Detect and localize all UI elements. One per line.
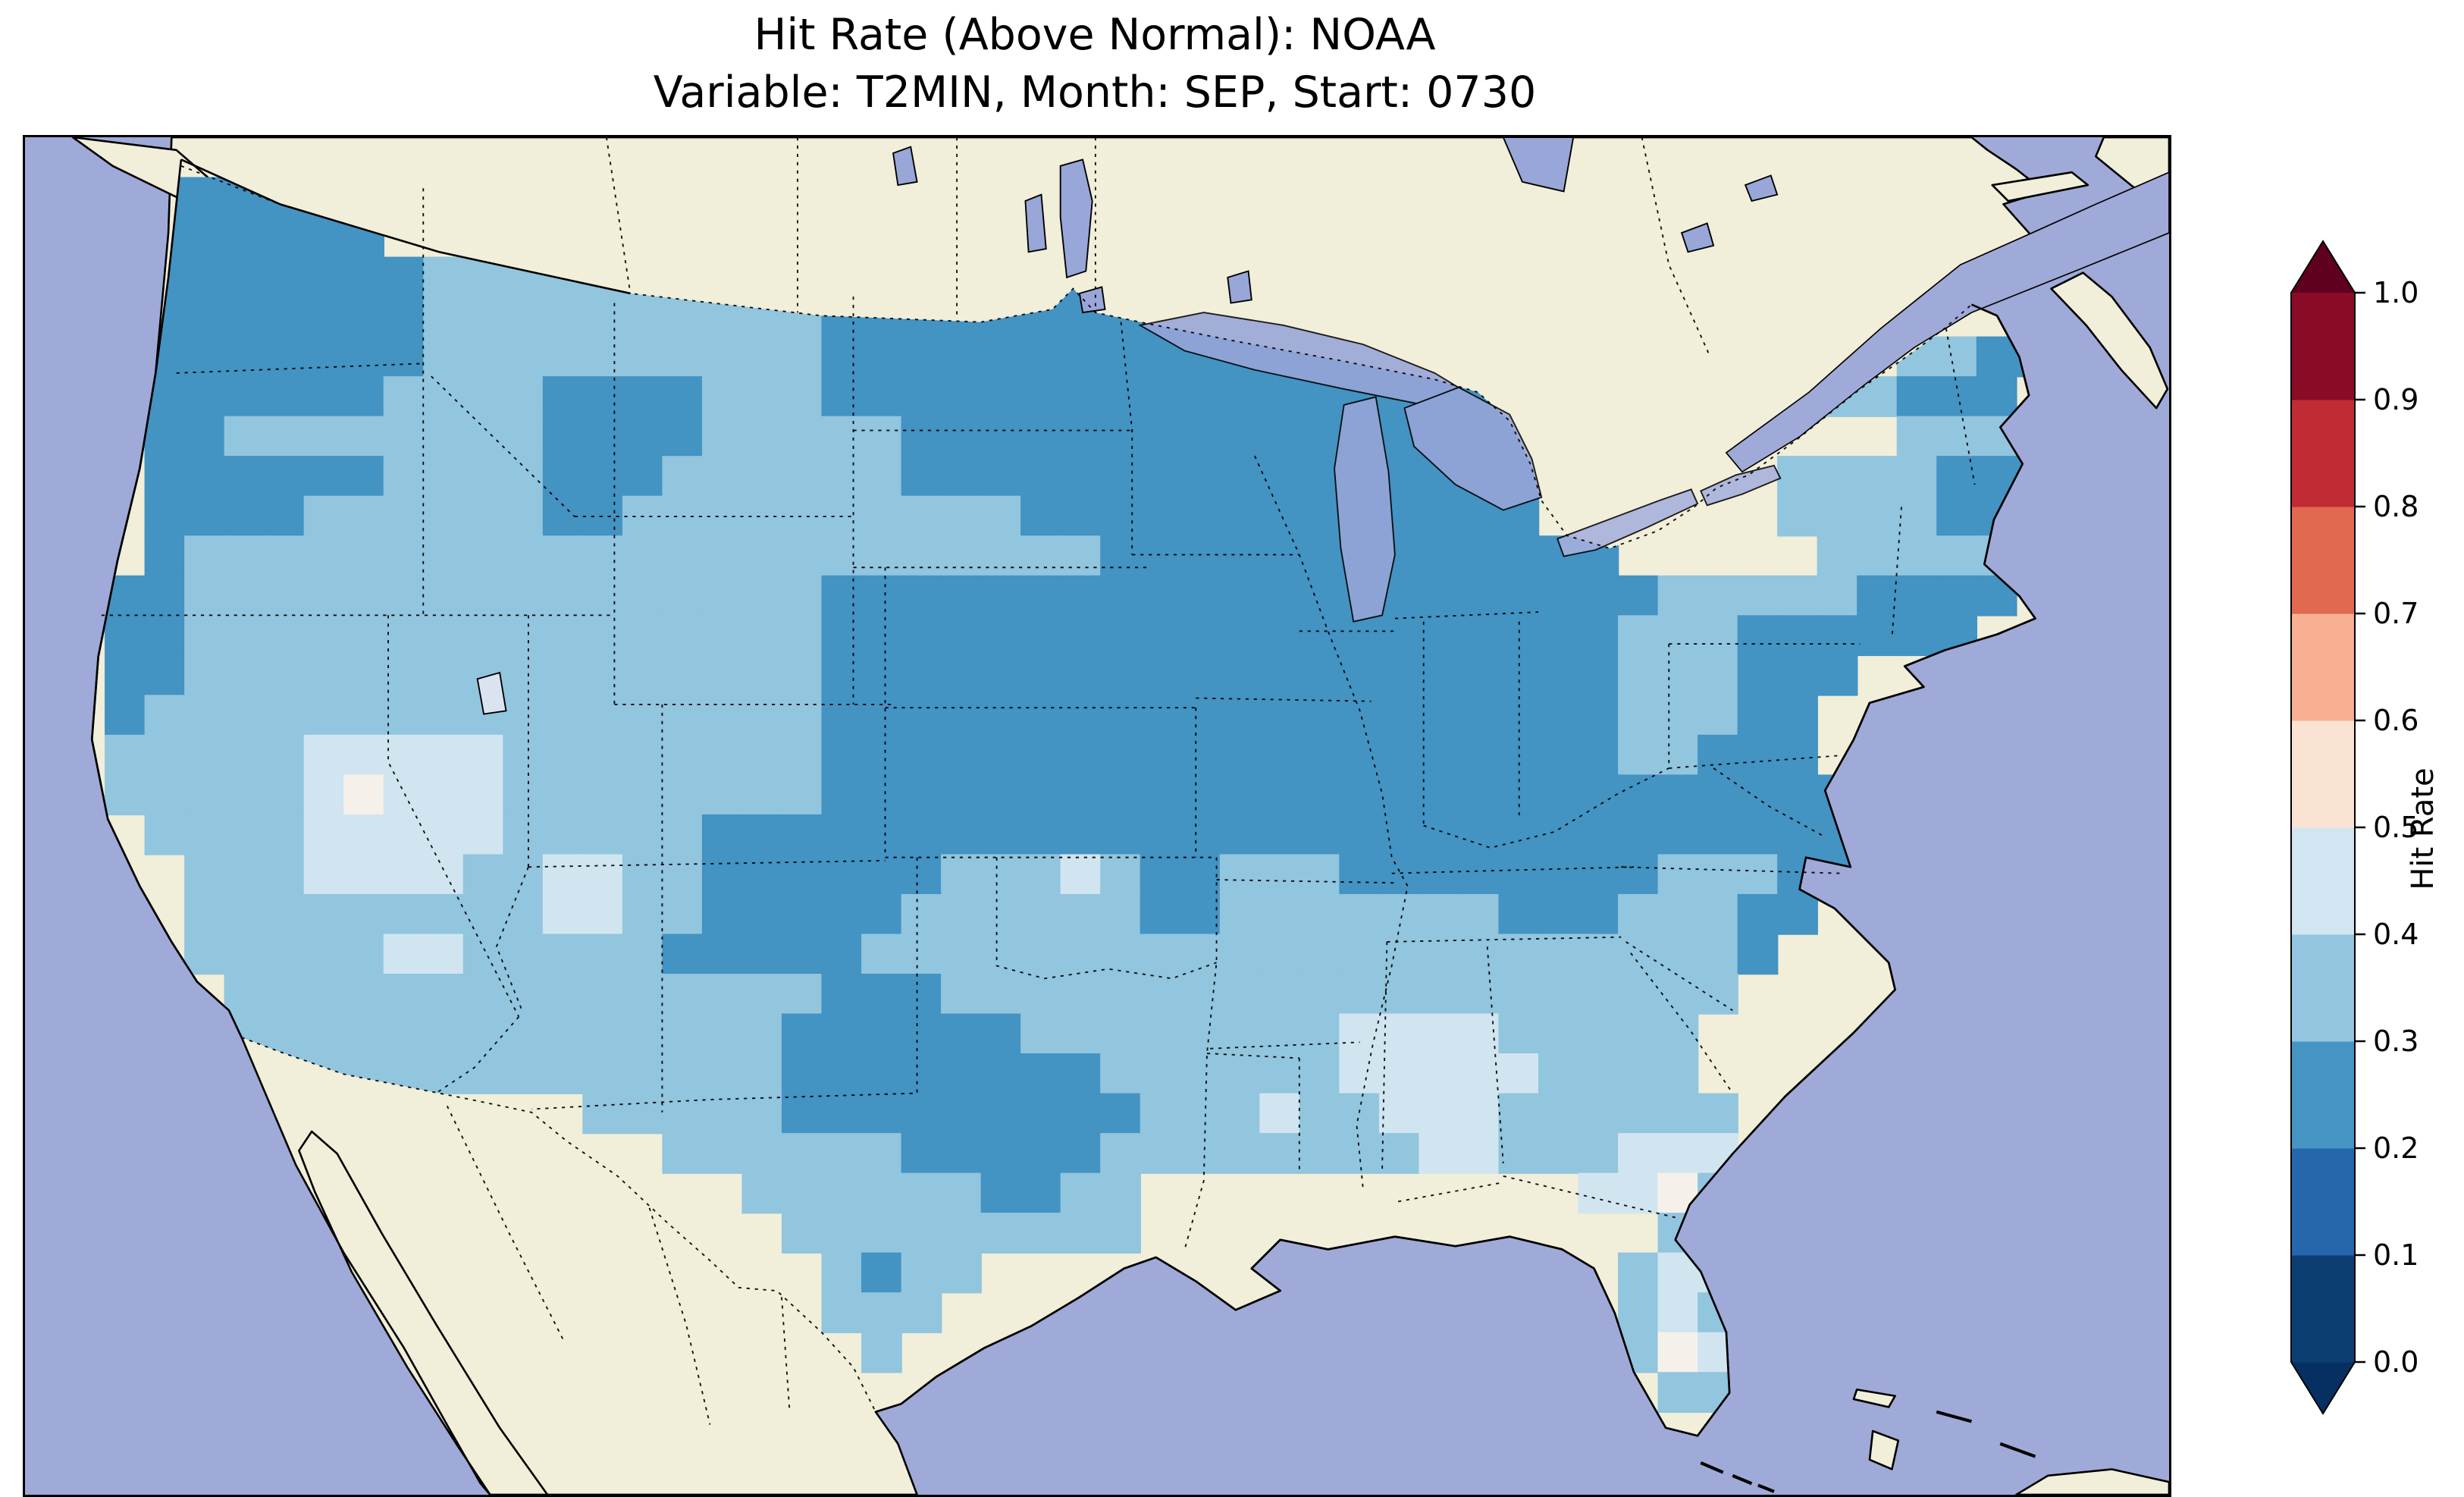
border-line bbox=[435, 1016, 520, 1094]
border-line bbox=[241, 1037, 876, 1413]
border-line bbox=[1391, 866, 1635, 874]
colorbar-segment bbox=[2291, 1148, 2355, 1256]
andros-island bbox=[1868, 1430, 1900, 1470]
colorbar-segment bbox=[2291, 1255, 2355, 1363]
colorbar-segment bbox=[2291, 720, 2355, 828]
lake-michigan bbox=[1334, 396, 1396, 623]
colorbar-segment bbox=[2291, 614, 2355, 721]
colorbar-tick-label: 0.5 bbox=[2373, 811, 2419, 844]
border-line bbox=[1387, 936, 1622, 943]
border-line bbox=[1216, 879, 1399, 884]
figure-title-block: Hit Rate (Above Normal): NOAA Variable: … bbox=[23, 6, 2167, 121]
james-bay bbox=[1502, 137, 1575, 193]
lake-ontario bbox=[1700, 464, 1782, 507]
border-line bbox=[1254, 455, 1409, 1189]
lake-of-the-woods bbox=[1078, 286, 1106, 314]
florida-keys bbox=[1700, 1410, 2036, 1493]
border-line bbox=[1486, 946, 1504, 1164]
border-line bbox=[528, 859, 886, 868]
border-line bbox=[1206, 1053, 1299, 1059]
canada-lake bbox=[892, 146, 918, 187]
colorbar-under-arrow bbox=[2291, 1362, 2355, 1414]
colorbar-segment bbox=[2291, 400, 2355, 507]
colorbar-tick-label: 0.8 bbox=[2373, 490, 2419, 523]
lake-erie bbox=[1556, 488, 1699, 557]
border-line bbox=[495, 866, 529, 1011]
state-borders bbox=[101, 137, 1976, 1425]
border-line bbox=[648, 1207, 711, 1425]
border-line bbox=[531, 857, 918, 1110]
colorbar-tick-label: 0.1 bbox=[2373, 1238, 2419, 1272]
colorbar-segment bbox=[2291, 934, 2355, 1042]
colorbar-tick-label: 1.0 bbox=[2373, 276, 2419, 309]
us-hit-rate-map bbox=[25, 137, 2169, 1495]
border-line bbox=[1713, 767, 1823, 836]
colorbar: 1.0 0.9 0.8 0.7 0.6 0.5 0.4 0.3 0.2 0.1 0.0 bbox=[2274, 228, 2464, 1441]
colorbar-tick-label: 0.7 bbox=[2373, 597, 2419, 630]
border-line bbox=[1669, 755, 1842, 769]
colorbar-axis-label: Hit Rate bbox=[2406, 767, 2440, 890]
border-line bbox=[180, 165, 1973, 550]
border-line bbox=[1641, 137, 1711, 358]
colorbar-tick-label: 0.2 bbox=[2373, 1131, 2419, 1165]
border-line bbox=[1891, 507, 1902, 639]
anticosti-island bbox=[1991, 171, 2089, 202]
plot-title: Hit Rate (Above Normal): NOAA bbox=[754, 10, 1436, 60]
nova-scotia bbox=[2050, 271, 2169, 410]
colorbar-tick-label: 0.4 bbox=[2373, 918, 2419, 951]
colorbar-tick-label: 0.6 bbox=[2373, 704, 2419, 737]
plot-subtitle: Variable: T2MIN, Month: SEP, Start: 0730 bbox=[653, 67, 1537, 118]
lake-winnipeg bbox=[1059, 158, 1093, 279]
great-salt-lake bbox=[476, 671, 507, 715]
map-panel bbox=[23, 135, 2171, 1497]
colorbar-tick-label: 0.9 bbox=[2373, 383, 2419, 416]
colorbar-segment bbox=[2291, 507, 2355, 614]
border-line bbox=[1120, 322, 1133, 555]
colorbar-segment bbox=[2291, 827, 2355, 935]
border-line bbox=[431, 375, 575, 517]
colorbar-tick-label: 0.3 bbox=[2373, 1025, 2419, 1058]
border-line bbox=[605, 137, 632, 294]
bahamas-island bbox=[1852, 1389, 1896, 1408]
colorbar-segment bbox=[2291, 1041, 2355, 1149]
quebec-lake-2 bbox=[1744, 174, 1779, 202]
lake-manitoba bbox=[1024, 193, 1047, 253]
canada-mexico-lakes bbox=[476, 137, 1779, 715]
lake-nipigon bbox=[1227, 270, 1252, 304]
quebec-lake bbox=[1680, 222, 1715, 253]
border-line bbox=[1210, 1041, 1360, 1050]
border-line bbox=[1621, 866, 1842, 874]
colorbar-tick-label: 0.0 bbox=[2373, 1345, 2419, 1379]
border-line bbox=[781, 1297, 791, 1412]
colorbar-over-arrow bbox=[2291, 241, 2355, 293]
colorbar-svg: 1.0 0.9 0.8 0.7 0.6 0.5 0.4 0.3 0.2 0.1 0.0 bbox=[2290, 240, 2419, 1415]
colorbar-segment bbox=[2291, 293, 2355, 400]
us-coastline bbox=[90, 158, 2036, 1437]
border-line bbox=[1397, 1182, 1503, 1203]
border-line bbox=[1945, 328, 1976, 485]
